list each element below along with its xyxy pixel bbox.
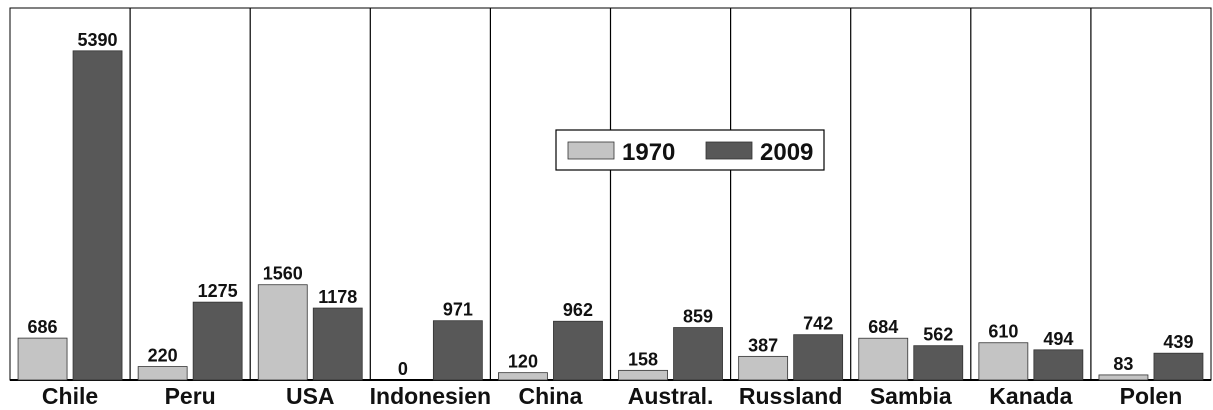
value-label: 686 — [28, 317, 58, 337]
bar-2009-austral — [673, 327, 723, 381]
bar-1970-russland — [738, 355, 789, 381]
bar-2009-peru — [192, 301, 243, 381]
bar-1970-peru — [137, 366, 188, 381]
category-label: Russland — [739, 383, 843, 409]
bar-2009-russland — [793, 334, 844, 381]
bar-2009-kanada — [1033, 349, 1084, 381]
bars-group — [17, 50, 1204, 381]
value-label: 83 — [1113, 354, 1133, 374]
value-label: 859 — [683, 307, 713, 327]
value-label: 1178 — [318, 287, 357, 307]
category-label: Peru — [165, 383, 216, 409]
bar-2009-usa — [312, 307, 363, 381]
bar-1970-chile — [17, 337, 68, 381]
category-label: Kanada — [989, 383, 1072, 409]
category-label: Chile — [42, 383, 98, 409]
value-label: 387 — [748, 335, 778, 355]
bar-1970-usa — [257, 284, 308, 381]
category-label: Sambia — [870, 383, 952, 409]
bar-2009-polen — [1153, 352, 1204, 381]
legend-label-2009: 2009 — [760, 139, 813, 166]
legend: 1970 2009 — [555, 129, 825, 171]
value-label: 158 — [628, 349, 658, 369]
bar-1970-china — [498, 372, 548, 381]
chart-frame — [9, 7, 1212, 381]
category-label: Austral. — [628, 383, 714, 409]
value-label: 742 — [803, 314, 833, 334]
bar-1970-kanada — [978, 342, 1029, 381]
value-label: 0 — [398, 359, 408, 379]
value-label: 962 — [563, 300, 593, 320]
bar-2009-sambia — [913, 345, 964, 381]
legend-swatch-1970 — [567, 141, 615, 160]
value-label: 120 — [508, 352, 538, 372]
value-label: 1560 — [263, 264, 303, 284]
labels-group: 686 5390 Chile 220 1275 Peru 1560 1178 USA 0 971 In… — [28, 30, 1194, 409]
bar-2009-china — [553, 320, 603, 381]
bar-2009-indonesien — [432, 320, 483, 381]
legend-swatch-2009 — [705, 141, 753, 160]
category-label: Polen — [1120, 383, 1183, 409]
value-label: 220 — [148, 346, 178, 366]
value-label: 684 — [868, 317, 898, 337]
legend-label-1970: 1970 — [622, 139, 675, 166]
value-label: 5390 — [78, 30, 118, 50]
value-label: 1275 — [198, 281, 238, 301]
bar-2009-chile — [72, 50, 123, 381]
value-label: 439 — [1163, 332, 1193, 352]
bar-1970-austral — [618, 369, 668, 381]
value-label: 562 — [923, 325, 953, 345]
category-label: USA — [286, 383, 335, 409]
value-label: 971 — [443, 300, 473, 320]
category-label: Indonesien — [370, 383, 491, 409]
bar-1970-polen — [1098, 374, 1149, 381]
category-label: China — [519, 383, 583, 409]
bar-1970-sambia — [858, 337, 909, 381]
value-label: 494 — [1043, 329, 1073, 349]
value-label: 610 — [988, 322, 1018, 342]
